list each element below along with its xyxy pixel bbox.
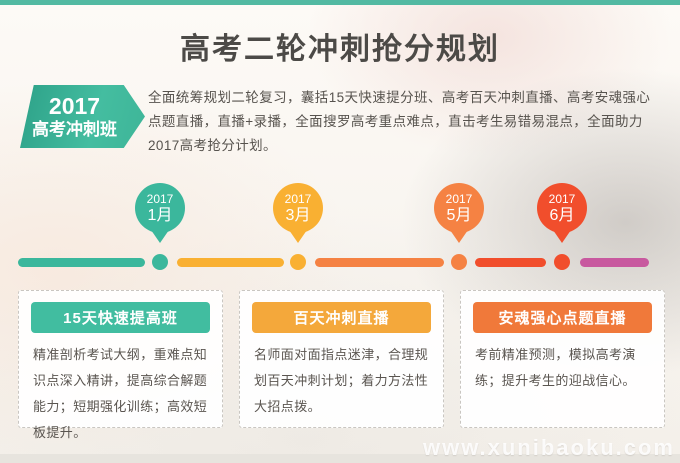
pin-year: 2017 bbox=[284, 191, 312, 206]
top-accent-bar bbox=[0, 0, 680, 5]
timeline-segment-3 bbox=[315, 258, 444, 267]
intro-paragraph: 全面统筹规划二轮复习，囊括15天快速提分班、高考百天冲刺直播、高考安魂强心点题直… bbox=[148, 90, 651, 153]
pin-tail bbox=[289, 230, 307, 243]
timeline-pin-march: 2017 3月 bbox=[273, 183, 323, 243]
timeline-pin-june: 2017 6月 bbox=[537, 183, 587, 243]
card-key-topics-live: 安魂强心点题直播 考前精准预测，模拟高考演练；提升考生的迎战信心。 bbox=[460, 290, 665, 428]
page-title: 高考二轮冲刺抢分规划 bbox=[180, 33, 500, 66]
pin-tail bbox=[151, 230, 169, 243]
card-title: 百天冲刺直播 bbox=[252, 302, 431, 333]
pin-head: 2017 6月 bbox=[537, 183, 587, 233]
pin-head: 2017 3月 bbox=[273, 183, 323, 233]
pin-year: 2017 bbox=[548, 191, 576, 206]
timeline-segment-1 bbox=[18, 258, 145, 267]
badge-year: 2017 bbox=[48, 92, 101, 119]
timeline-dot-may bbox=[451, 254, 467, 270]
pin-month: 6月 bbox=[549, 206, 575, 224]
pin-month: 3月 bbox=[285, 206, 311, 224]
timeline-dot-march bbox=[290, 254, 306, 270]
pin-year: 2017 bbox=[445, 191, 473, 206]
card-body: 考前精准预测，模拟高考演练；提升考生的迎战信心。 bbox=[475, 347, 636, 388]
timeline-segment-4 bbox=[475, 258, 546, 267]
card-body: 精准剖析考试大纲，重难点知识点深入精讲，提高综合解题能力；短期强化训练；高效短板… bbox=[33, 347, 208, 440]
bottom-strip bbox=[0, 454, 680, 463]
card-title: 安魂强心点题直播 bbox=[473, 302, 652, 333]
pin-year: 2017 bbox=[146, 191, 174, 206]
pin-month: 5月 bbox=[446, 206, 472, 224]
pin-month: 1月 bbox=[147, 206, 173, 224]
timeline-segment-2 bbox=[177, 258, 284, 267]
timeline-pin-january: 2017 1月 bbox=[135, 183, 185, 243]
timeline-segment-5 bbox=[580, 258, 649, 267]
watermark: www.xunibaoku.com bbox=[423, 435, 675, 460]
timeline-dot-june bbox=[554, 254, 570, 270]
card-title: 15天快速提高班 bbox=[31, 302, 210, 333]
card-speed-class: 15天快速提高班 精准剖析考试大纲，重难点知识点深入精讲，提高综合解题能力；短期… bbox=[18, 290, 223, 440]
timeline-pin-may: 2017 5月 bbox=[434, 183, 484, 243]
pin-head: 2017 1月 bbox=[135, 183, 185, 233]
course-cards: 15天快速提高班 精准剖析考试大纲，重难点知识点深入精讲，提高综合解题能力；短期… bbox=[18, 290, 665, 440]
card-hundred-day-live: 百天冲刺直播 名师面对面指点迷津，合理规划百天冲刺计划；着力方法性大招点拨。 bbox=[239, 290, 444, 428]
card-body: 名师面对面指点迷津，合理规划百天冲刺计划；着力方法性大招点拨。 bbox=[254, 347, 429, 414]
pin-tail bbox=[553, 230, 571, 243]
timeline-dot-january bbox=[152, 254, 168, 270]
year-badge: 2017 高考冲刺班 bbox=[20, 85, 145, 148]
pin-head: 2017 5月 bbox=[434, 183, 484, 233]
pin-tail bbox=[450, 230, 468, 243]
badge-label: 高考冲刺班 bbox=[32, 119, 117, 139]
